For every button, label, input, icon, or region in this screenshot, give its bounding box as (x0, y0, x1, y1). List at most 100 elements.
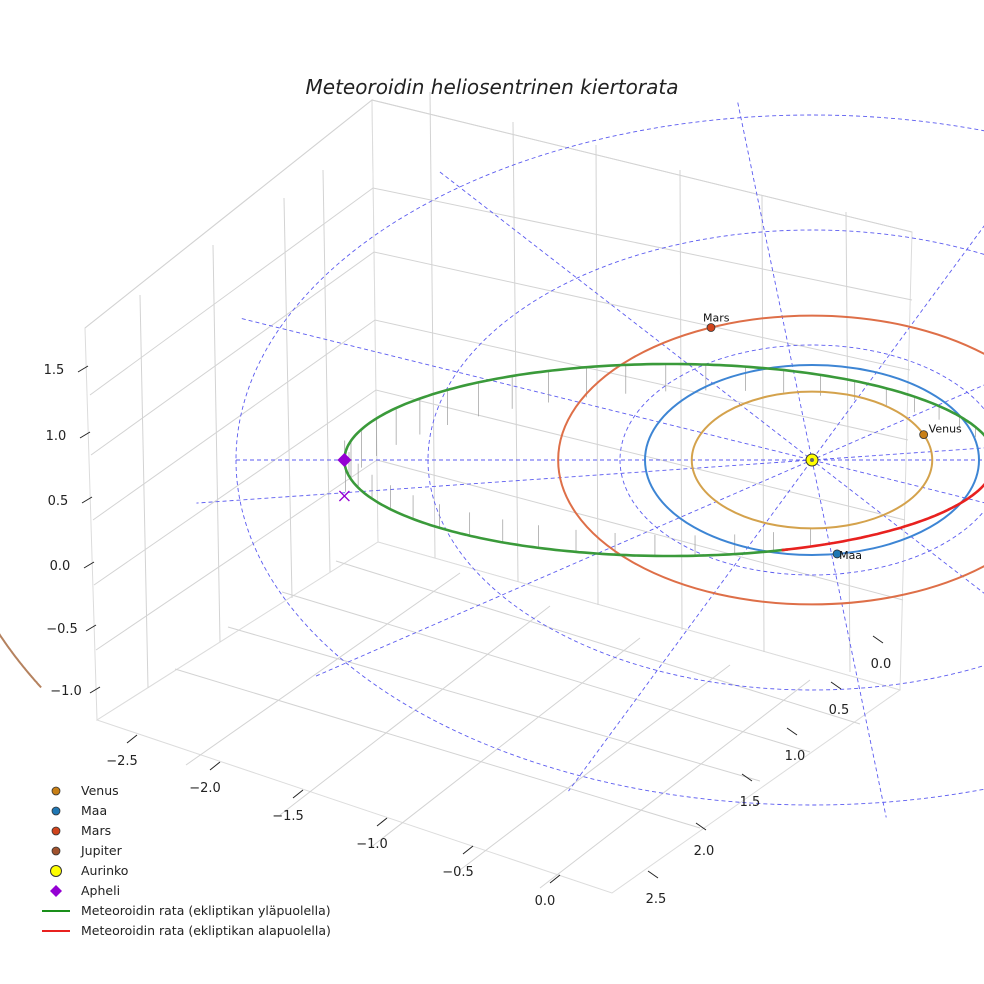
mars-label: Mars (703, 312, 730, 325)
z-tick (89, 686, 101, 694)
z-tick (79, 431, 91, 439)
earth-orbit (643, 364, 981, 556)
legend-label-maa: Maa (81, 803, 107, 818)
y-tick-label: 0.0 (871, 657, 892, 672)
grid-line-floor (279, 605, 551, 816)
z-tick-label: −0.5 (46, 622, 78, 637)
z-tick-label: 0.0 (50, 559, 71, 574)
legend-marker-aurinko (50, 865, 62, 877)
x-tick-label: 0.0 (535, 894, 556, 909)
x-tick-label: −2.0 (189, 781, 221, 796)
grid-line-floor (369, 637, 641, 849)
legend-marker-mars (51, 826, 61, 836)
grid-line-floor (227, 626, 761, 782)
earth-marker (832, 549, 842, 559)
x-tick-label: −1.5 (272, 809, 304, 824)
axis-ticks: −2.5 −2.0 −1.5 −1.0 −0.5 0.0 0.0 0.5 1.0 1.5 2.0 2.… (44, 363, 892, 909)
grid-line-floor (539, 679, 811, 889)
planet-orbits (557, 314, 984, 606)
grid-line-vertical (595, 144, 599, 606)
y-tick (695, 822, 707, 831)
aphelion-projection-marker (338, 490, 350, 502)
legend-label-aurinko: Aurinko (81, 863, 128, 878)
mars-marker (706, 323, 716, 332)
z-tick (83, 561, 95, 569)
z-tick-label: 0.5 (48, 494, 69, 509)
x-tick (126, 734, 138, 744)
legend-marker-jupiter (51, 846, 61, 856)
legend-label-jupiter: Jupiter (80, 843, 123, 858)
sun-core (810, 458, 814, 462)
grid-line-floor (174, 668, 701, 829)
grid-line-vertical (139, 294, 149, 689)
earth-label: Maa (839, 549, 862, 562)
x-tick (292, 789, 304, 799)
ecliptic-spoke (568, 225, 984, 792)
venus-orbit (690, 390, 934, 530)
z-tick-label: −1.0 (50, 684, 82, 699)
y-tick-label: 0.5 (829, 703, 850, 718)
venus-marker (919, 430, 929, 440)
legend-label-below: Meteoroidin rata (ekliptikan alapuolella… (81, 923, 331, 938)
z-tick (85, 624, 97, 632)
grid-line-horizontal (93, 389, 906, 586)
y-tick (741, 773, 753, 782)
y-tick-label: 2.5 (646, 892, 667, 907)
floor-pane (95, 541, 902, 894)
x-tick (209, 761, 221, 771)
x-tick (376, 817, 388, 827)
meteoroid-orbit-below (781, 483, 984, 552)
grid-line-horizontal (89, 187, 913, 396)
y-tick-label: 2.0 (694, 844, 715, 859)
legend-marker-maa (51, 806, 61, 816)
x-tick-label: −2.5 (106, 754, 138, 769)
grid-line-floor (459, 664, 731, 871)
y-tick (872, 635, 884, 644)
mars-orbit (557, 314, 984, 606)
legend: Venus Maa Mars Jupiter Aurinko Apheli Meteoroi… (42, 783, 331, 938)
grid-line-vertical (283, 197, 293, 599)
grid-line-horizontal (90, 251, 911, 456)
grid-line-vertical (845, 211, 851, 673)
y-tick (647, 870, 659, 879)
chart-title: Meteoroidin heliosentrinen kiertorata (306, 75, 679, 99)
grid-line-floor (185, 572, 461, 766)
grid-line-vertical (429, 91, 436, 559)
axis-panes (84, 98, 913, 894)
ecliptic-ring (235, 114, 984, 806)
x-tick (549, 874, 561, 884)
y-tick-label: 1.5 (740, 795, 761, 810)
grid-line-vertical (761, 194, 765, 653)
legend-label-venus: Venus (81, 783, 119, 798)
x-tick-label: −0.5 (442, 865, 474, 880)
bodies: Venus Maa Mars (337, 312, 962, 562)
z-tick (77, 365, 89, 373)
y-tick (786, 727, 798, 736)
ecliptic-ring (619, 344, 984, 576)
meteoroid-orbit-above (343, 362, 984, 558)
y-tick-label: 1.0 (785, 749, 806, 764)
z-tick-label: 1.0 (46, 429, 67, 444)
venus-label: Venus (929, 423, 962, 436)
legend-label-above: Meteoroidin rata (ekliptikan yläpuolella… (81, 903, 331, 918)
meteoroid-orbit (343, 362, 984, 558)
grid-line-vertical (212, 244, 221, 643)
x-tick (462, 845, 474, 855)
jupiter-orbit-arc (0, 633, 42, 689)
legend-label-apheli: Apheli (81, 883, 120, 898)
x-tick-label: −1.0 (356, 837, 388, 852)
aphelion-marker (337, 453, 352, 467)
grid-line-floor (281, 591, 811, 753)
grid-line-horizontal (92, 319, 909, 521)
y-tick (830, 681, 842, 690)
legend-label-mars: Mars (81, 823, 111, 838)
grid-line-vertical (322, 169, 331, 573)
ecliptic-ring (427, 229, 984, 691)
legend-marker-apheli (50, 885, 62, 897)
grid-line-floor (335, 560, 861, 725)
grid-line-horizontal (84, 99, 913, 329)
z-tick (81, 496, 93, 504)
jupiter-orbit (0, 633, 42, 689)
legend-marker-venus (51, 786, 61, 796)
